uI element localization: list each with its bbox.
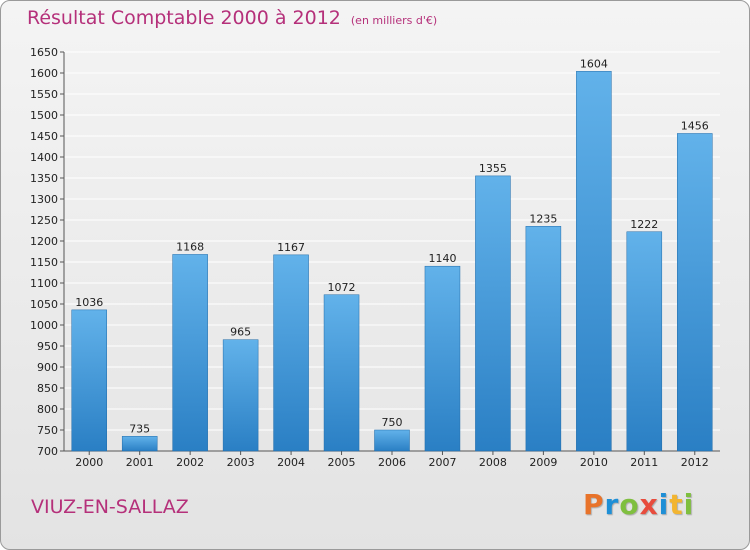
brand-logo-letter: r	[604, 488, 620, 521]
value-label: 1222	[630, 218, 658, 231]
bar	[222, 339, 259, 452]
value-label: 750	[382, 416, 403, 429]
x-tick-label: 2003	[227, 456, 255, 469]
x-tick-label: 2004	[277, 456, 305, 469]
y-tick-label: 750	[37, 424, 58, 437]
brand-logo-letter: t	[669, 488, 684, 521]
y-tick-label: 1300	[30, 193, 58, 206]
y-tick-label: 950	[37, 340, 58, 353]
bar	[121, 436, 158, 452]
value-label: 1036	[75, 296, 103, 309]
title-line: Résultat Comptable 2000 à 2012 (en millie…	[27, 7, 437, 29]
grid-lines	[64, 51, 720, 452]
value-label: 1167	[277, 241, 305, 254]
y-tick-label: 1500	[30, 109, 58, 122]
y-tick-label: 1600	[30, 67, 58, 80]
bar	[677, 133, 713, 452]
labels: 700 750 800 850 900 950 1000 1050 1100 1150 1200 12…	[30, 46, 709, 469]
y-tick-label: 1050	[30, 298, 58, 311]
bars	[71, 71, 713, 452]
x-tick-label: 2012	[681, 456, 709, 469]
y-tick-label: 700	[37, 445, 58, 458]
y-tick-label: 1150	[30, 256, 58, 269]
x-tick-label: 2001	[126, 456, 154, 469]
chart-title: Résultat Comptable 2000 à 2012	[27, 7, 341, 29]
value-label: 1604	[580, 57, 608, 70]
bar	[323, 294, 360, 452]
y-tick-label: 1000	[30, 319, 58, 332]
bar	[475, 175, 511, 452]
bar	[576, 71, 612, 452]
town-name: VIUZ-EN-SALLAZ	[31, 496, 189, 518]
value-label: 735	[129, 422, 150, 435]
bar	[525, 226, 562, 452]
axes	[60, 51, 720, 455]
value-label: 1235	[529, 212, 557, 225]
y-tick-label: 1450	[30, 130, 58, 143]
bar	[626, 231, 663, 452]
value-label: 1456	[681, 119, 709, 132]
bar	[71, 309, 107, 452]
brand-logo-letter: o	[619, 488, 640, 521]
x-tick-label: 2010	[580, 456, 608, 469]
bar	[172, 254, 208, 452]
x-tick-label: 2006	[378, 456, 406, 469]
x-tick-label: 2005	[328, 456, 356, 469]
value-label: 965	[230, 326, 251, 339]
y-tick-label: 850	[37, 382, 58, 395]
y-tick-label: 1200	[30, 235, 58, 248]
brand-logo-letter: i	[658, 488, 670, 521]
bar	[374, 429, 410, 452]
x-tick-label: 2011	[630, 456, 658, 469]
bar	[273, 254, 309, 452]
x-tick-label: 2009	[529, 456, 557, 469]
x-tick-label: 2002	[176, 456, 204, 469]
y-tick-label: 1350	[30, 172, 58, 185]
value-label: 1168	[176, 240, 204, 253]
brand-logo-letter: x	[639, 488, 659, 521]
y-tick-label: 1650	[30, 46, 58, 59]
bar	[424, 265, 461, 452]
chart-unit: (en milliers d'€)	[350, 14, 438, 27]
y-tick-label: 1550	[30, 88, 58, 101]
value-label: 1355	[479, 162, 507, 175]
brand-logo[interactable]: Proxiti	[583, 488, 694, 521]
x-tick-label: 2000	[75, 456, 103, 469]
y-tick-label: 900	[37, 361, 58, 374]
brand-logo-letter: P	[583, 488, 605, 521]
value-label: 1072	[328, 281, 356, 294]
x-tick-label: 2007	[428, 456, 456, 469]
brand-logo-letter: i	[683, 488, 695, 521]
x-tick-label: 2008	[479, 456, 507, 469]
value-label: 1140	[428, 252, 456, 265]
y-tick-label: 1100	[30, 277, 58, 290]
y-tick-label: 1250	[30, 214, 58, 227]
y-tick-label: 1400	[30, 151, 58, 164]
y-tick-label: 800	[37, 403, 58, 416]
